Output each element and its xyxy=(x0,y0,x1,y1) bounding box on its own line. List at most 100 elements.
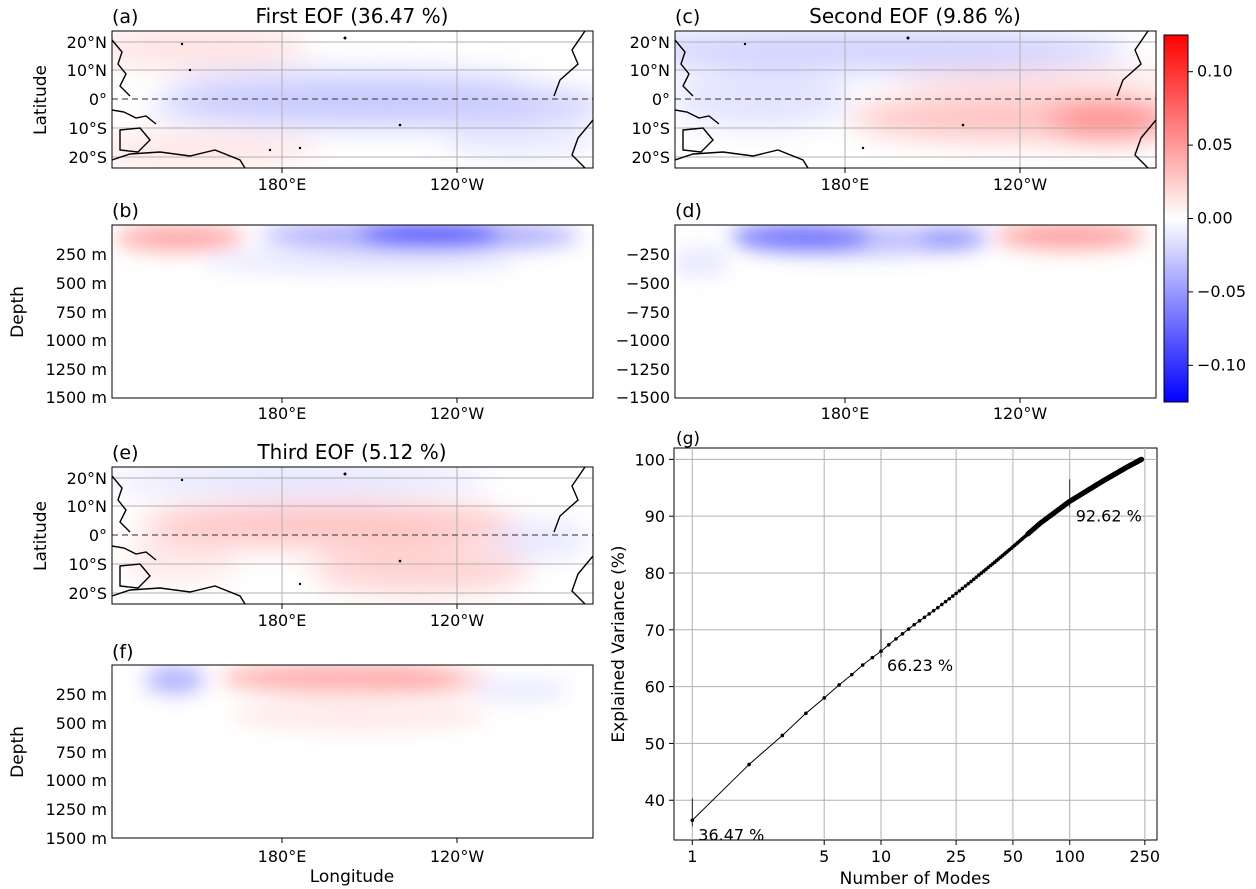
panel-c-gridlines xyxy=(675,31,1156,168)
panel-g-point xyxy=(860,663,865,667)
colorbar-tick-label: −0.10 xyxy=(1197,355,1246,374)
panel-e-ytick: 20°S xyxy=(68,584,107,603)
panel-g-annotation-label: 36.47 % xyxy=(698,825,764,844)
panel-d-xtick: 180°E xyxy=(821,404,870,423)
panel-g-ytick: 40 xyxy=(645,791,665,810)
panel-g-point xyxy=(822,696,827,700)
panel-g-xtick: 5 xyxy=(819,847,829,866)
panel-b-ytick: 1250 m xyxy=(46,360,107,379)
panel-d-ytick: −1000 xyxy=(616,331,670,350)
panel-e-ytick: 10°N xyxy=(67,497,107,516)
panel-g-xtick: 250 xyxy=(1130,847,1161,866)
panel-f-ytick: 1250 m xyxy=(46,800,107,819)
panel-f-ytick: 1000 m xyxy=(46,771,107,790)
panel-g-ytick: 50 xyxy=(645,734,665,753)
panel-a-ytick: 0° xyxy=(89,90,107,109)
panel-d-ytick: −500 xyxy=(626,274,670,293)
panel-g-annotations: 36.47 % 66.23 % 92.62 % xyxy=(691,479,1142,844)
panel-g-xtick: 25 xyxy=(946,847,966,866)
colorbar-tick-label: −0.05 xyxy=(1197,282,1246,301)
panel-g-xtick: 100 xyxy=(1054,847,1085,866)
panel-a-frame xyxy=(111,30,594,169)
panel-c-xtick: 180°E xyxy=(821,175,870,194)
panel-g-point xyxy=(969,579,973,584)
panel-f-label: (f) xyxy=(112,641,134,663)
panel-g-point xyxy=(922,615,927,620)
panel-d-label: (d) xyxy=(675,200,702,222)
panel-g-ticks: 1 5 10 25 50 100 250 40 50 60 70 80 90 100 xyxy=(634,450,1160,866)
panel-e-label: (e) xyxy=(112,442,139,464)
panel-g-xtick: 50 xyxy=(1003,847,1023,866)
panel-e-title: Third EOF (5.12 %) xyxy=(256,440,446,464)
panel-a-map xyxy=(111,30,594,169)
panel-d-ytick: −1500 xyxy=(616,388,670,407)
panel-d-xtick: 120°W xyxy=(993,404,1048,423)
panel-g-point xyxy=(940,602,944,607)
panel-g-annotation-label: 66.23 % xyxy=(887,656,953,675)
panel-g-point xyxy=(950,594,955,598)
panel-c-ytick: 10°N xyxy=(630,61,670,80)
panel-c-field xyxy=(675,31,1156,140)
panel-f-xtick: 180°E xyxy=(258,847,307,866)
panel-f-ytick: 750 m xyxy=(56,743,107,762)
panel-tick-marks xyxy=(281,168,1021,843)
panel-g-ytick: 80 xyxy=(645,564,665,583)
panel-f-frame xyxy=(111,664,594,839)
panel-g-point xyxy=(1138,456,1145,462)
panel-f-ytick: 250 m xyxy=(56,685,107,704)
panel-a-ytick: 20°N xyxy=(67,33,107,52)
panel-g-point xyxy=(966,581,971,586)
panel-f-xtick: 120°W xyxy=(430,847,485,866)
panel-g-xtick: 1 xyxy=(687,847,697,866)
panel-c-coastlines xyxy=(675,31,1156,168)
panel-g-point xyxy=(936,605,940,610)
panel-f-section xyxy=(111,664,594,839)
panel-c-map xyxy=(674,30,1157,169)
panel-g-point xyxy=(804,711,808,716)
panel-g-xtick: 10 xyxy=(871,847,891,866)
panel-a-ylabel: Latitude xyxy=(31,65,51,135)
panel-e-ytick: 20°N xyxy=(67,469,107,488)
panel-g-point xyxy=(943,599,948,604)
panel-g-frame xyxy=(673,447,1158,841)
panel-c-frame xyxy=(674,30,1157,169)
panel-g-point xyxy=(974,575,979,579)
panel-e-xtick: 120°W xyxy=(430,611,485,630)
panel-g-point xyxy=(971,577,976,582)
panel-b-ytick: 250 m xyxy=(56,245,107,264)
panel-a-xtick: 180°E xyxy=(258,175,307,194)
panel-c-ytick: 0° xyxy=(652,90,670,109)
panel-b-field xyxy=(115,225,580,274)
panel-g-point xyxy=(931,608,936,613)
panel-g-ytick: 100 xyxy=(634,450,665,469)
panel-g-xlabel: Number of Modes xyxy=(840,869,991,889)
panel-d-ytick: −1250 xyxy=(616,360,670,379)
colorbar-gradient xyxy=(1163,34,1189,403)
panel-c-xtick: 120°W xyxy=(993,175,1048,194)
panel-g-point xyxy=(947,596,952,601)
panel-g-point xyxy=(747,762,751,767)
panel-g-ytick: 60 xyxy=(645,678,665,697)
panel-g-point xyxy=(887,642,891,647)
panel-d-frame xyxy=(674,224,1157,399)
panel-g-point xyxy=(927,612,931,616)
panel-e-ytick: 10°S xyxy=(68,555,107,574)
panel-b-ytick: 500 m xyxy=(56,274,107,293)
panel-f-ytick: 500 m xyxy=(56,714,107,733)
panel-g-point xyxy=(960,586,965,591)
panel-a-ytick: 10°N xyxy=(67,61,107,80)
panel-a-gridlines xyxy=(112,31,593,168)
panel-a-ytick: 10°S xyxy=(68,119,107,138)
panel-f-ytick: 1500 m xyxy=(46,829,107,848)
panel-b-xtick: 120°W xyxy=(430,404,485,423)
panel-g-point xyxy=(849,672,854,677)
panel-g-annotation-label: 92.62 % xyxy=(1076,506,1142,525)
panel-d-section xyxy=(674,224,1157,399)
panel-b-frame xyxy=(111,224,594,399)
panel-g-point xyxy=(837,683,841,687)
panel-g-point xyxy=(912,622,917,627)
panel-b-ytick: 1000 m xyxy=(46,331,107,350)
panel-g-point xyxy=(954,591,958,596)
panel-c-label: (c) xyxy=(675,6,700,28)
